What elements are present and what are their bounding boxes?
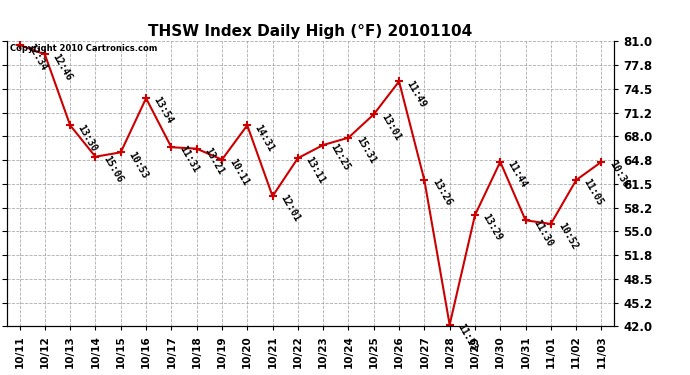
Text: 13:29: 13:29 xyxy=(480,212,504,243)
Title: THSW Index Daily High (°F) 20101104: THSW Index Daily High (°F) 20101104 xyxy=(148,24,473,39)
Text: Copyright 2010 Cartronics.com: Copyright 2010 Cartronics.com xyxy=(10,44,157,53)
Text: 11:31: 11:31 xyxy=(177,144,200,175)
Text: 11:49: 11:49 xyxy=(404,79,428,109)
Text: 15:06: 15:06 xyxy=(101,154,124,184)
Text: 11:13: 11:13 xyxy=(455,322,479,352)
Text: 12:25: 12:25 xyxy=(328,142,352,172)
Text: 13:21: 13:21 xyxy=(202,146,226,176)
Text: 12:34: 12:34 xyxy=(25,42,48,73)
Text: 12:01: 12:01 xyxy=(278,194,302,224)
Text: 13:11: 13:11 xyxy=(304,155,327,186)
Text: 15:31: 15:31 xyxy=(354,135,377,165)
Text: 13:26: 13:26 xyxy=(430,177,453,208)
Text: 13:01: 13:01 xyxy=(380,111,403,142)
Text: 10:11: 10:11 xyxy=(228,157,251,187)
Text: 11:05: 11:05 xyxy=(582,177,605,208)
Text: 12:46: 12:46 xyxy=(50,52,74,82)
Text: 10:52: 10:52 xyxy=(556,221,580,252)
Text: 13:30: 13:30 xyxy=(76,123,99,153)
Text: 14:31: 14:31 xyxy=(253,123,276,153)
Text: 11:30: 11:30 xyxy=(531,217,555,248)
Text: 10:38: 10:38 xyxy=(607,159,631,189)
Text: 11:44: 11:44 xyxy=(506,159,529,189)
Text: 13:54: 13:54 xyxy=(152,96,175,126)
Text: 10:53: 10:53 xyxy=(126,150,150,180)
